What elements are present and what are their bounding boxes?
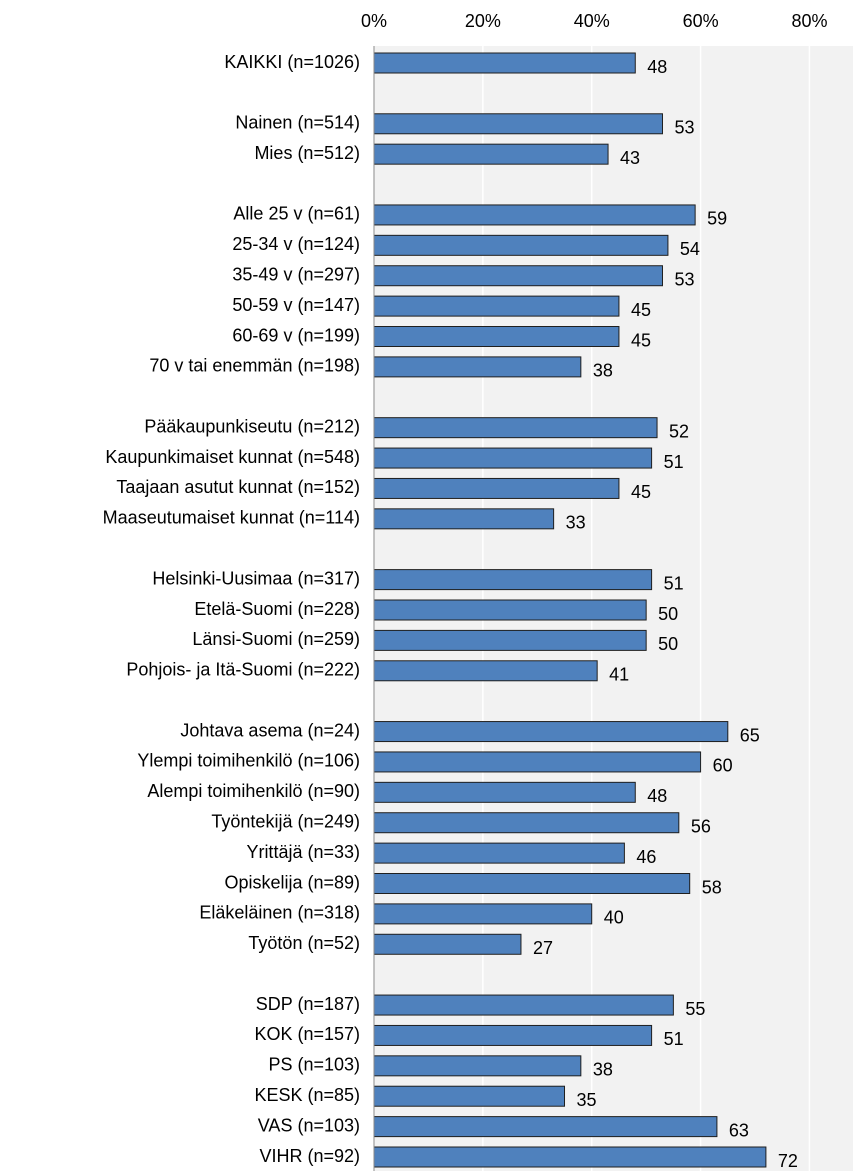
- data-label: 53: [674, 269, 694, 289]
- bar: [373, 660, 598, 682]
- data-label: 50: [658, 634, 678, 654]
- bar: [373, 1055, 582, 1077]
- y-tick-label: Työtön (n=52): [248, 933, 360, 953]
- y-tick-label: Maaseutumaiset kunnat (n=114): [103, 508, 360, 528]
- x-tick-label: 40%: [574, 11, 610, 31]
- data-label: 41: [609, 665, 629, 685]
- y-tick-label: KAIKKI (n=1026): [224, 52, 360, 72]
- y-tick-label: Yrittäjä (n=33): [246, 842, 360, 862]
- bar: [373, 873, 691, 894]
- y-tick-label: Työntekijä (n=249): [211, 811, 360, 831]
- data-label: 60: [713, 756, 733, 776]
- bar: [373, 295, 620, 317]
- bar: [373, 356, 582, 378]
- bar: [373, 52, 636, 74]
- bar: [373, 265, 663, 287]
- bar: [373, 234, 669, 256]
- data-label: 27: [533, 938, 553, 958]
- y-tick-label: Opiskelija (n=89): [224, 872, 360, 892]
- data-label: 58: [702, 877, 722, 897]
- bar: [373, 933, 522, 955]
- bar: [373, 113, 663, 135]
- data-label: 48: [647, 786, 667, 806]
- bar: [373, 781, 636, 803]
- bar: [373, 447, 653, 469]
- data-label: 63: [729, 1120, 749, 1140]
- data-label: 53: [674, 118, 694, 138]
- data-label: 72: [778, 1151, 798, 1171]
- bar: [373, 508, 555, 530]
- bar: [373, 204, 696, 226]
- data-label: 50: [658, 604, 678, 624]
- y-tick-label: 60-69 v (n=199): [232, 325, 360, 345]
- x-tick-label: 20%: [465, 11, 501, 31]
- data-label: 35: [577, 1090, 597, 1110]
- data-label: 45: [631, 330, 651, 350]
- bar: [373, 629, 647, 651]
- y-tick-label: Etelä-Suomi (n=228): [194, 599, 360, 619]
- bar: [373, 994, 674, 1016]
- data-label: 51: [664, 1029, 684, 1049]
- bar: [373, 143, 609, 165]
- y-tick-label: VAS (n=103): [258, 1115, 360, 1135]
- data-label: 45: [631, 482, 651, 502]
- y-tick-label: Pääkaupunkiseutu (n=212): [144, 416, 360, 436]
- y-tick-label: Länsi-Suomi (n=259): [192, 629, 360, 649]
- data-label: 59: [707, 209, 727, 229]
- y-tick-label: Pohjois- ja Itä-Suomi (n=222): [126, 660, 360, 680]
- data-label: 33: [566, 513, 586, 533]
- y-tick-label: Ylempi toimihenkilö (n=106): [137, 751, 360, 771]
- y-tick-label: 25-34 v (n=124): [232, 234, 360, 254]
- y-tick-label: Alempi toimihenkilö (n=90): [147, 781, 360, 801]
- y-tick-label: 35-49 v (n=297): [232, 264, 360, 284]
- y-tick-label: 70 v tai enemmän (n=198): [149, 356, 360, 376]
- data-label: 51: [664, 573, 684, 593]
- y-tick-label: SDP (n=187): [256, 994, 360, 1014]
- bar: [373, 903, 593, 925]
- data-label: 38: [593, 361, 613, 381]
- bar: [373, 326, 620, 347]
- bar: [373, 721, 729, 743]
- data-label: 56: [691, 816, 711, 836]
- data-label: 55: [685, 999, 705, 1019]
- data-label: 45: [631, 300, 651, 320]
- bar: [373, 599, 647, 621]
- bar: [373, 477, 620, 499]
- data-label: 54: [680, 239, 700, 259]
- data-label: 65: [740, 725, 760, 745]
- bar: [373, 842, 625, 864]
- x-tick-label: 60%: [683, 11, 719, 31]
- y-tick-label: Nainen (n=514): [235, 113, 360, 133]
- y-tick-label: Helsinki-Uusimaa (n=317): [152, 568, 360, 588]
- bar: [373, 569, 653, 591]
- bar: [373, 1024, 653, 1046]
- y-tick-label: KESK (n=85): [254, 1085, 360, 1105]
- y-tick-label: 50-59 v (n=147): [232, 295, 360, 315]
- data-label: 51: [664, 452, 684, 472]
- data-label: 46: [636, 847, 656, 867]
- bar: [373, 1116, 718, 1138]
- y-tick-label: PS (n=103): [268, 1055, 360, 1075]
- x-tick-label: 80%: [791, 11, 827, 31]
- data-label: 52: [669, 421, 689, 441]
- data-label: 43: [620, 148, 640, 168]
- data-label: 40: [604, 908, 624, 928]
- y-tick-label: Kaupunkimaiset kunnat (n=548): [105, 447, 360, 467]
- y-tick-label: Taajaan asutut kunnat (n=152): [116, 477, 360, 497]
- y-tick-label: KOK (n=157): [254, 1024, 360, 1044]
- bar: [373, 751, 702, 773]
- y-tick-label: Alle 25 v (n=61): [233, 204, 360, 224]
- data-label: 38: [593, 1060, 613, 1080]
- y-tick-label: Eläkeläinen (n=318): [199, 903, 360, 923]
- y-tick-label: Johtava asema (n=24): [180, 720, 360, 740]
- bar: [373, 1085, 566, 1107]
- bar: [373, 1146, 767, 1168]
- y-tick-label: Mies (n=512): [254, 143, 360, 163]
- data-label: 48: [647, 57, 667, 77]
- y-tick-label: VIHR (n=92): [259, 1146, 360, 1166]
- x-tick-label: 0%: [361, 11, 387, 31]
- bar: [373, 812, 680, 834]
- bar: [373, 417, 658, 439]
